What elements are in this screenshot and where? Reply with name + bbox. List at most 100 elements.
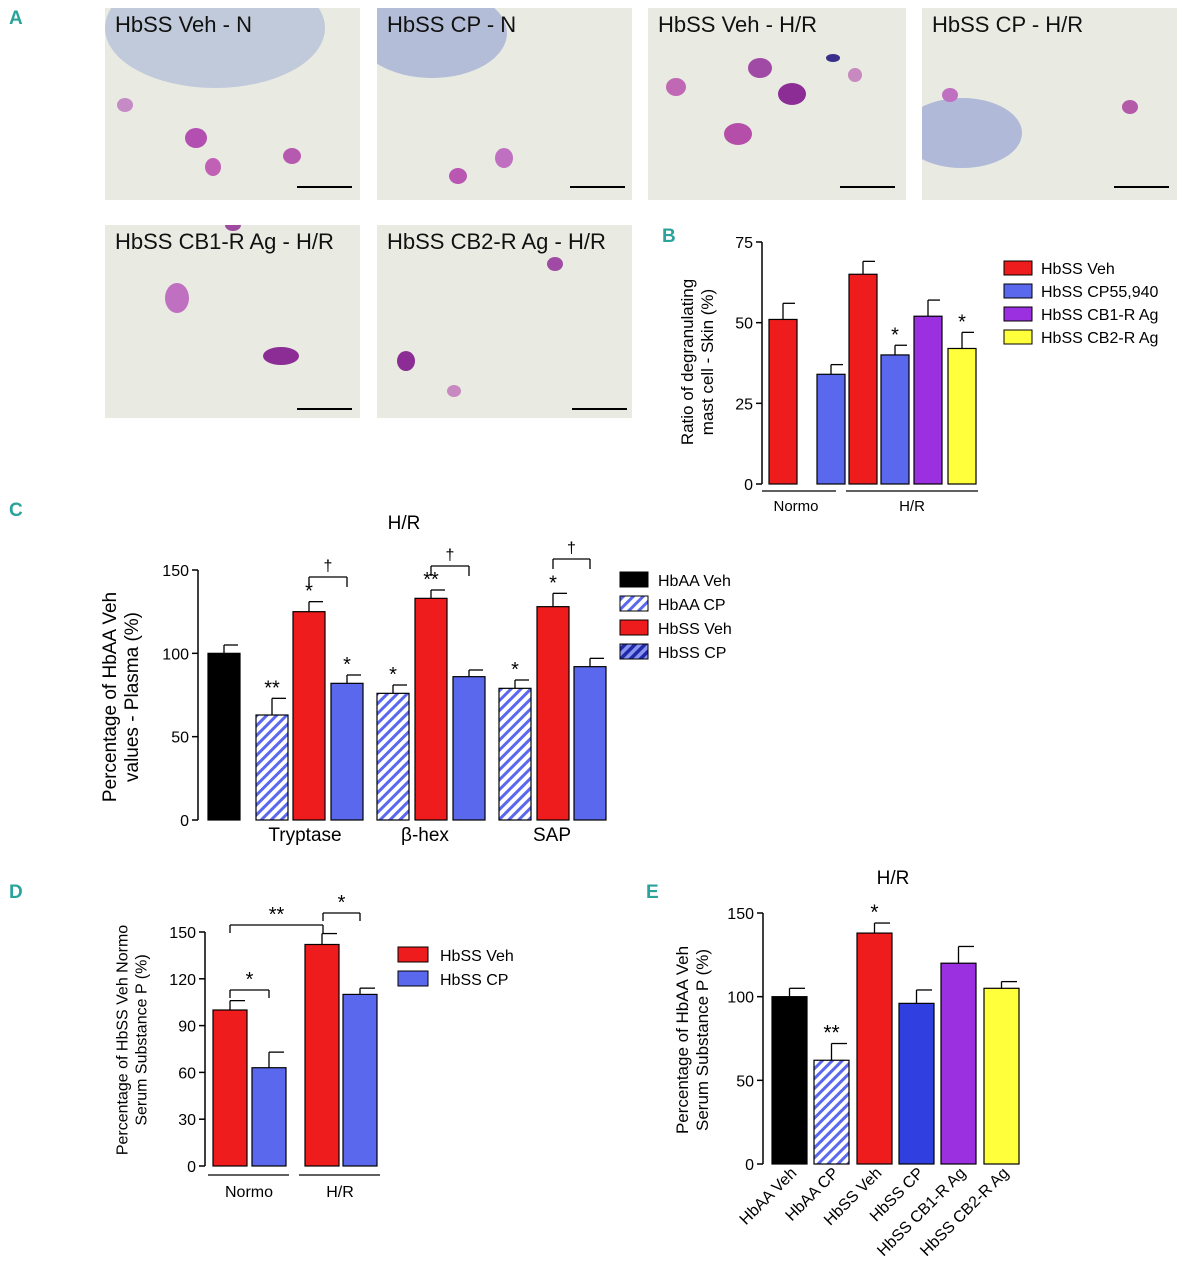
bar [768,318,798,485]
bar [251,1067,287,1167]
significance-mark: ** [264,677,280,699]
bar [498,687,532,821]
x-group-label: Normo [773,498,818,515]
legend-label: HbSS CP [440,972,508,989]
y-axis-label: Percentage of HbAA Veh [100,592,121,802]
legend-label: HbSS Veh [1041,261,1115,278]
legend-label: HbSS CP [658,645,726,662]
legend-swatch [1003,283,1033,299]
micrograph-hbss-veh-n: HbSS Veh - N [105,8,360,200]
bar [414,597,448,821]
x-group-label: H/R [326,1184,354,1201]
legend-label: HbSS CB1-R Ag [1041,307,1158,324]
y-axis-label: Serum Substance P (%) [693,949,712,1131]
bar [342,993,378,1167]
legend-swatch [397,970,429,987]
legend-label: HbSS Veh [658,621,732,638]
significance-mark: * [891,324,899,346]
bracket-label: * [338,892,346,914]
y-tick-label: 30 [178,1112,196,1129]
bar [452,676,486,821]
legend-swatch [619,571,649,588]
y-tick-label: 0 [745,1157,754,1174]
bar [292,611,326,821]
bracket-label: † [446,547,455,564]
bar [255,714,289,821]
y-axis-label: mast cell - Skin (%) [698,289,717,435]
y-axis-label: Percentage of HbSS Veh Normo [115,925,132,1155]
micrograph-hbss-veh-hr: HbSS Veh - H/R [648,8,906,200]
bar [983,987,1020,1165]
x-group-label: Tryptase [268,825,341,846]
y-axis-label: Ratio of degranulating [678,279,697,445]
legend-swatch [1003,306,1033,322]
bar [330,682,364,821]
micrograph-hbss-cb1-hr: HbSS CB1-R Ag - H/R [105,225,360,418]
y-tick-label: 0 [180,813,189,830]
micrograph-hbss-cb2-hr: HbSS CB2-R Ag - H/R [377,225,632,418]
legend-swatch [619,595,649,612]
panel-letter-b: B [662,226,676,247]
micrograph-hbss-cp-hr: HbSS CP - H/R [922,8,1177,200]
y-tick-label: 90 [178,1019,196,1036]
legend-label: HbSS CB2-R Ag [1041,330,1158,347]
x-group-label: H/R [899,498,925,515]
bar [856,932,893,1165]
panel-letter-d: D [9,882,23,903]
panel-letter-a: A [9,8,23,29]
y-tick-label: 25 [735,396,753,413]
y-tick-label: 150 [169,925,196,942]
y-tick-label: 50 [736,1073,754,1090]
bracket-label: † [567,540,576,557]
y-tick-label: 0 [187,1159,196,1176]
significance-mark: ** [423,569,439,591]
y-tick-label: 120 [169,972,196,989]
y-tick-label: 150 [162,563,189,580]
y-axis-label: Percentage of HbAA Veh [673,946,692,1134]
y-tick-label: 100 [162,646,189,663]
y-axis-label: Serum Substance P (%) [134,954,151,1125]
chart-title: H/R [877,868,910,889]
x-group-label: SAP [533,825,571,846]
y-tick-label: 50 [735,316,753,333]
y-tick-label: 0 [744,477,753,494]
significance-mark: ** [823,1022,839,1045]
significance-mark: * [389,664,397,686]
y-tick-label: 60 [178,1065,196,1082]
bar [848,273,878,485]
micrograph-hbss-cp-n: HbSS CP - N [377,8,632,200]
legend-swatch [1003,329,1033,345]
significance-mark: * [958,311,966,333]
bar [880,354,910,485]
legend-swatch [619,643,649,660]
legend-label: HbSS Veh [440,948,514,965]
legend-swatch [1003,260,1033,276]
legend-swatch [619,619,649,636]
x-group-label: β-hex [401,825,449,846]
significance-mark: * [305,581,313,603]
bar [376,692,410,821]
panel-letter-c: C [9,500,23,521]
bar [771,996,808,1165]
bar [813,1059,850,1165]
legend-label: HbAA Veh [658,573,731,590]
bar [536,606,570,821]
micrograph-label: HbSS CB1-R Ag - H/R [115,229,334,254]
bar [212,1009,248,1167]
chart-title: H/R [388,513,421,534]
bar [947,347,977,485]
bar [913,315,943,485]
legend-label: HbSS CP55,940 [1041,284,1159,301]
legend-swatch [397,946,429,963]
y-tick-label: 150 [727,906,754,923]
micrograph-label: HbSS CP - N [387,12,517,37]
y-tick-label: 100 [727,990,754,1007]
y-tick-label: 50 [171,730,189,747]
x-group-label: Normo [225,1184,273,1201]
micrograph-label: HbSS CP - H/R [932,12,1084,37]
significance-mark: * [870,901,878,924]
bar [940,962,977,1165]
bar [304,943,340,1167]
